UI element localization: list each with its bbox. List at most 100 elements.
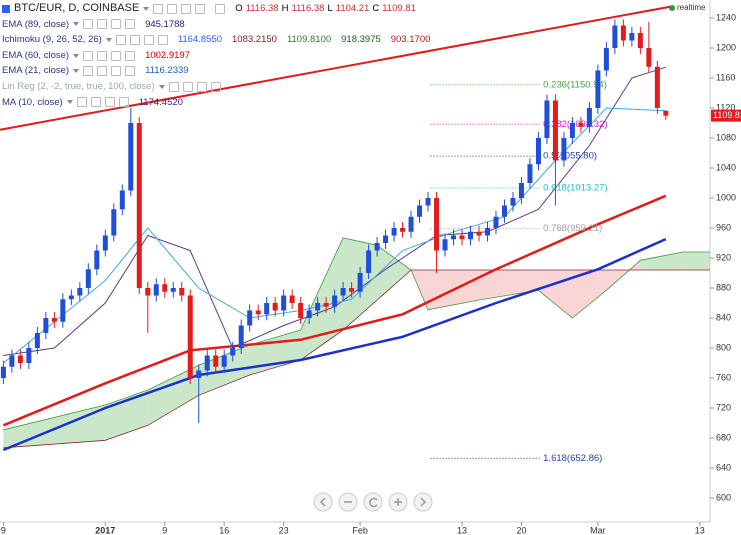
- icon[interactable]: [111, 19, 122, 30]
- candle-body: [383, 235, 389, 243]
- candle-body: [94, 250, 100, 270]
- indicator-name: Ichimoku (9, 26, 52, 26): [2, 34, 102, 46]
- candle-body: [281, 295, 287, 311]
- y-tick-label: 1240: [716, 12, 736, 22]
- icon[interactable]: [157, 34, 168, 45]
- ohlc-value: 1116.38: [245, 3, 279, 14]
- icon[interactable]: [125, 50, 136, 61]
- y-tick-label: 1120: [716, 102, 735, 112]
- icon[interactable]: [97, 19, 108, 30]
- y-tick-label: 840: [716, 312, 731, 322]
- ohlc-value: 1104.21: [335, 3, 370, 14]
- ohlc-key: H: [281, 3, 289, 14]
- fib-label: 0.618(1013.27): [543, 183, 607, 194]
- trend-line: [0, 5, 671, 131]
- candle-body: [179, 288, 185, 296]
- indicator-value: 1116.2339: [145, 65, 189, 77]
- y-tick-label: 960: [716, 222, 731, 232]
- icon[interactable]: [129, 34, 140, 45]
- candle-body: [510, 198, 516, 206]
- candle-body: [213, 355, 219, 367]
- indicator-value: 1002.9197: [145, 49, 190, 61]
- candle-body: [434, 198, 440, 251]
- icon[interactable]: [83, 19, 94, 30]
- icon[interactable]: [118, 97, 129, 108]
- nav-controls[interactable]: [313, 492, 433, 512]
- y-tick-label: 1080: [716, 132, 736, 142]
- icon[interactable]: [215, 3, 226, 14]
- x-tick-label: 13: [457, 525, 467, 535]
- candle-body: [26, 348, 32, 363]
- scroll-right[interactable]: [413, 492, 433, 512]
- candle-body: [85, 269, 91, 288]
- icon[interactable]: [195, 3, 206, 14]
- candle-body: [400, 228, 406, 232]
- icon[interactable]: [111, 66, 122, 77]
- realtime-label: realtime: [677, 3, 706, 12]
- icon[interactable]: [153, 3, 164, 14]
- ohlc-key: C: [372, 3, 380, 14]
- y-tick-label: 1200: [716, 42, 736, 52]
- icon[interactable]: [97, 50, 108, 61]
- candle-body: [620, 25, 626, 41]
- candle-body: [595, 70, 601, 108]
- candle-body: [349, 288, 355, 292]
- icon[interactable]: [97, 66, 108, 77]
- y-tick-label: 800: [716, 342, 731, 352]
- candle-body: [484, 228, 490, 236]
- icon[interactable]: [182, 81, 193, 92]
- fib-label: 0.382(1098.32): [543, 119, 607, 130]
- menu-caret[interactable]: [73, 69, 80, 74]
- candle-body: [128, 123, 134, 191]
- candle-body: [544, 100, 550, 138]
- candle-body: [145, 288, 151, 296]
- menu-caret[interactable]: [66, 100, 73, 105]
- price-tag-label: 1109.81: [713, 110, 741, 120]
- icon[interactable]: [90, 97, 101, 108]
- icon[interactable]: [210, 81, 221, 92]
- icon[interactable]: [83, 50, 94, 61]
- icon[interactable]: [196, 81, 207, 92]
- plot-area: 0.236(1150.94) 0.382(1098.32) 0.5(1055.80)…: [0, 5, 710, 464]
- reset[interactable]: [363, 492, 383, 512]
- menu-caret[interactable]: [143, 6, 150, 11]
- icon[interactable]: [125, 66, 136, 77]
- x-tick-label: 16: [219, 525, 229, 535]
- candle-body: [238, 325, 244, 348]
- candle-body: [527, 164, 533, 183]
- icon[interactable]: [76, 97, 87, 108]
- icon[interactable]: [83, 66, 94, 77]
- scroll-left[interactable]: [313, 492, 333, 512]
- menu-caret[interactable]: [158, 84, 165, 89]
- menu-caret[interactable]: [73, 53, 80, 58]
- indicator-name: EMA (21, close): [2, 65, 70, 77]
- y-tick-label: 640: [716, 462, 731, 472]
- candle-body: [170, 288, 176, 292]
- candle-body: [221, 355, 227, 367]
- icon[interactable]: [168, 81, 179, 92]
- menu-caret[interactable]: [73, 22, 80, 27]
- candle-body: [162, 284, 168, 292]
- candle-body: [306, 310, 312, 318]
- icon[interactable]: [181, 3, 192, 14]
- candle-body: [535, 138, 541, 165]
- candle-body: [340, 288, 346, 296]
- cloud-segment: [105, 390, 148, 441]
- candle-body: [315, 303, 321, 311]
- candle-body: [603, 48, 609, 71]
- icon[interactable]: [104, 97, 115, 108]
- icon[interactable]: [125, 19, 136, 30]
- indicator-value: 1109.8100: [286, 34, 332, 46]
- icon[interactable]: [115, 34, 126, 45]
- symbol-icon: [2, 4, 10, 13]
- indicator-value: 945.1788: [145, 18, 185, 30]
- x-tick-label: 13: [695, 525, 705, 535]
- icon[interactable]: [143, 34, 154, 45]
- menu-caret[interactable]: [105, 37, 112, 42]
- candle-body: [298, 303, 304, 318]
- icon[interactable]: [167, 3, 178, 14]
- cloud-segment: [682, 252, 710, 270]
- y-tick-label: 680: [716, 432, 731, 442]
- icon[interactable]: [111, 50, 122, 61]
